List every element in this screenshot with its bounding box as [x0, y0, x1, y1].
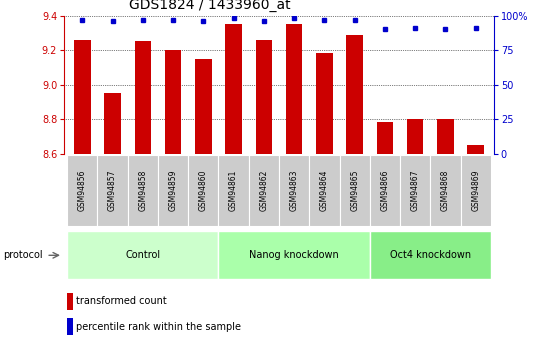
- Text: GSM94868: GSM94868: [441, 170, 450, 211]
- Bar: [67, 318, 73, 335]
- Bar: [225, 24, 242, 154]
- Bar: [74, 40, 90, 154]
- Text: protocol: protocol: [3, 250, 42, 260]
- Text: GSM94857: GSM94857: [108, 170, 117, 211]
- Bar: [316, 53, 333, 154]
- Text: Nanog knockdown: Nanog knockdown: [249, 250, 339, 260]
- Text: GSM94863: GSM94863: [290, 170, 299, 211]
- Text: GSM94858: GSM94858: [138, 170, 147, 211]
- Bar: [219, 231, 370, 279]
- Text: GSM94869: GSM94869: [471, 170, 480, 211]
- Bar: [104, 93, 121, 154]
- Text: transformed count: transformed count: [76, 296, 166, 306]
- Bar: [279, 155, 309, 226]
- Text: GSM94859: GSM94859: [169, 170, 177, 211]
- Bar: [249, 155, 279, 226]
- Bar: [347, 34, 363, 154]
- Bar: [377, 122, 393, 154]
- Text: Oct4 knockdown: Oct4 knockdown: [389, 250, 471, 260]
- Bar: [430, 155, 460, 226]
- Text: GSM94860: GSM94860: [199, 170, 208, 211]
- Text: GSM94867: GSM94867: [411, 170, 420, 211]
- Bar: [468, 145, 484, 154]
- Bar: [286, 24, 302, 154]
- Bar: [165, 50, 181, 154]
- Bar: [400, 155, 430, 226]
- Bar: [437, 119, 454, 154]
- Bar: [195, 59, 211, 154]
- Bar: [339, 155, 370, 226]
- Bar: [134, 41, 151, 154]
- Bar: [309, 155, 339, 226]
- Text: Control: Control: [126, 250, 160, 260]
- Bar: [67, 231, 219, 279]
- Text: GSM94861: GSM94861: [229, 170, 238, 211]
- Text: GSM94865: GSM94865: [350, 170, 359, 211]
- Bar: [460, 155, 491, 226]
- Text: GSM94866: GSM94866: [381, 170, 389, 211]
- Text: GSM94856: GSM94856: [78, 170, 87, 211]
- Text: percentile rank within the sample: percentile rank within the sample: [76, 322, 240, 332]
- Bar: [67, 293, 73, 309]
- Bar: [158, 155, 188, 226]
- Bar: [219, 155, 249, 226]
- Bar: [370, 231, 491, 279]
- Text: GSM94862: GSM94862: [259, 170, 268, 211]
- Bar: [128, 155, 158, 226]
- Bar: [188, 155, 219, 226]
- Bar: [370, 155, 400, 226]
- Bar: [98, 155, 128, 226]
- Bar: [407, 119, 424, 154]
- Text: GDS1824 / 1433960_at: GDS1824 / 1433960_at: [128, 0, 290, 12]
- Text: GSM94864: GSM94864: [320, 170, 329, 211]
- Bar: [256, 40, 272, 154]
- Bar: [67, 155, 98, 226]
